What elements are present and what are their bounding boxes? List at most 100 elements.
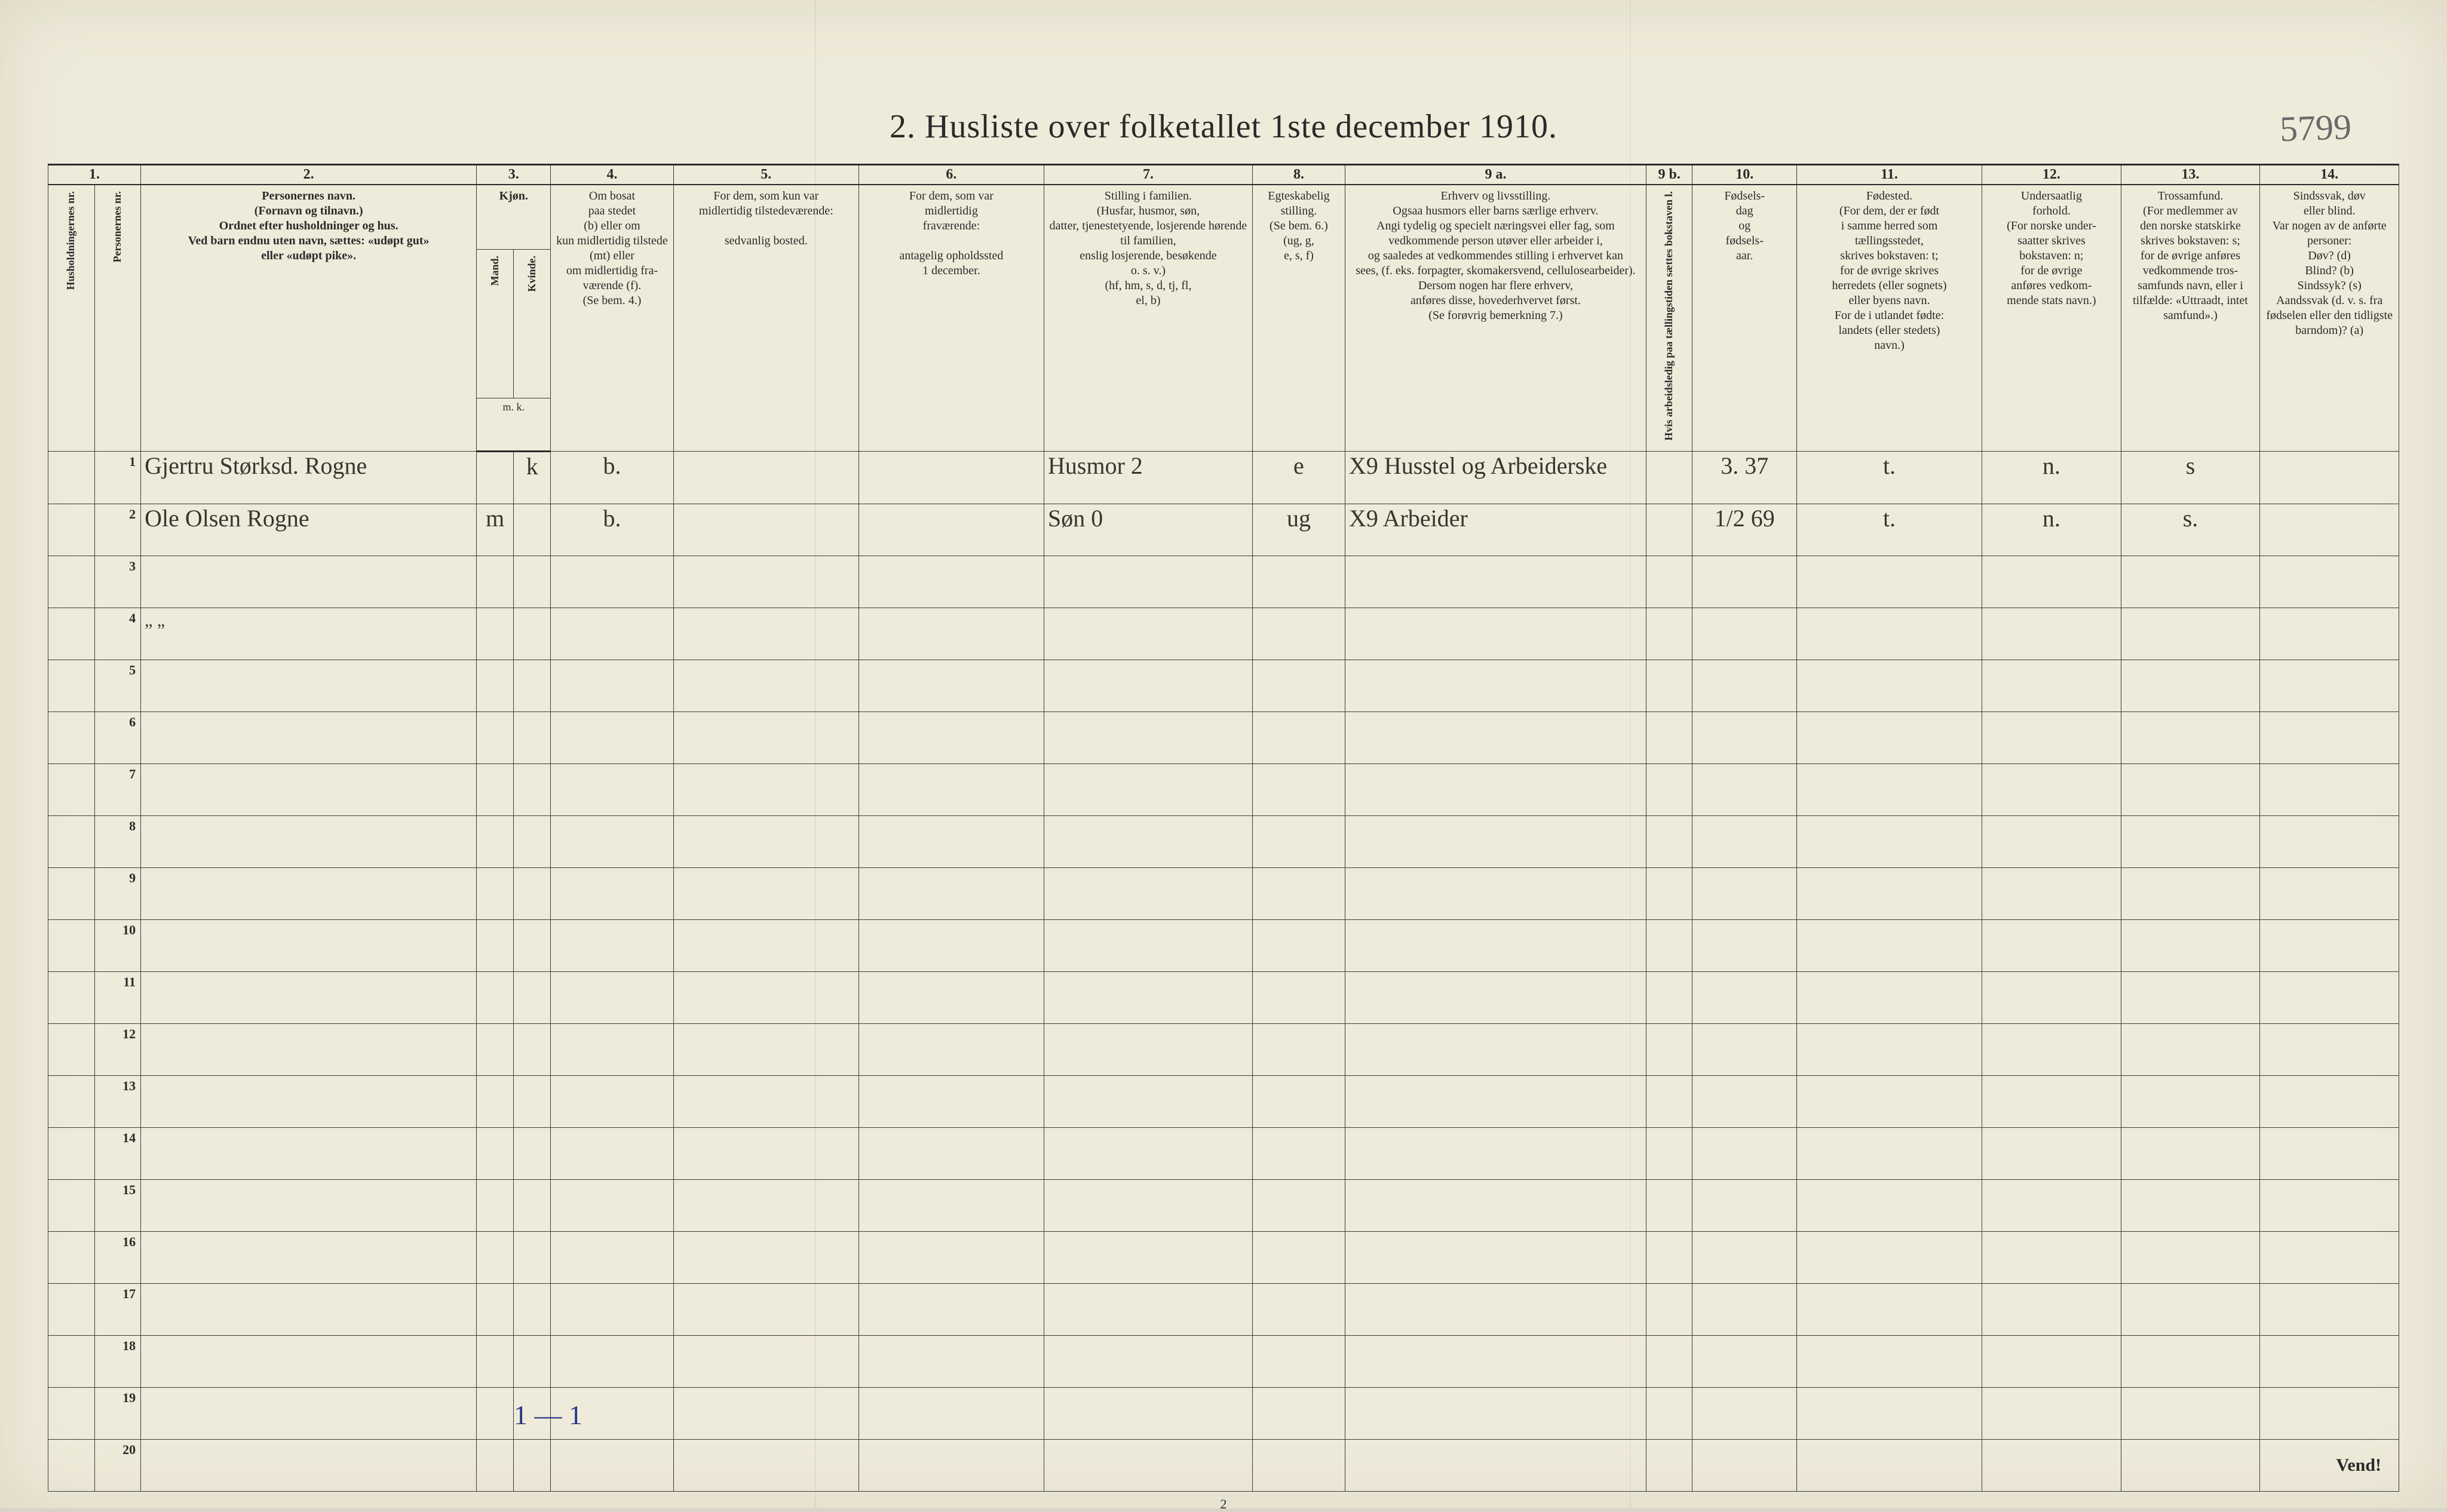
fold-line [815,0,816,1508]
colnum: 3. [477,165,551,185]
undersaat-cell: n. [1982,451,2121,504]
name-cell [141,1075,477,1127]
egte-cell [1252,1387,1345,1439]
stilling-fam-cell [1044,1439,1253,1491]
name-cell [141,1023,477,1075]
table-row: 17 [48,1283,2399,1335]
sinds-cell [2260,867,2399,919]
fodested-cell [1796,971,1982,1023]
stilling-fam-cell [1044,556,1253,608]
colnum: 6. [858,165,1044,185]
arbeidsledig-cell [1646,1387,1692,1439]
header-row: Husholdningernes nr. Personernes nr. Per… [48,185,2399,249]
household-nr-cell [48,556,95,608]
table-row: 4„ „ [48,608,2399,660]
arbeidsledig-cell [1646,556,1692,608]
person-nr-cell: 12 [94,1023,141,1075]
fodested-cell: t. [1796,451,1982,504]
sinds-cell [2260,1283,2399,1335]
sex-m-cell [477,1179,514,1231]
person-nr-cell: 19 [94,1387,141,1439]
erhverv-cell [1345,608,1646,660]
handwritten-number-topright: 5799 [2279,106,2352,150]
stilling-fam-cell [1044,711,1253,763]
erhverv-cell: X9 Arbeider [1345,504,1646,556]
tros-cell: s [2121,451,2260,504]
arbeidsledig-cell [1646,711,1692,763]
header-sex-k: Kvinde. [514,249,551,398]
person-nr-cell: 3 [94,556,141,608]
header-mk: m. k. [477,398,551,451]
colnum: 14. [2260,165,2399,185]
ophold-cell [858,1283,1044,1335]
census-sheet: 5799 2. Husliste over folketallet 1ste d… [0,0,2447,1508]
sex-m-cell [477,1075,514,1127]
sex-m-cell [477,1387,514,1439]
egte-cell [1252,1023,1345,1075]
sinds-cell [2260,1387,2399,1439]
stilling-fam-cell [1044,815,1253,867]
stilling-fam-cell [1044,1387,1253,1439]
person-nr-cell: 18 [94,1335,141,1387]
sex-m-cell [477,1231,514,1283]
sex-m-cell: m [477,504,514,556]
table-body: 1Gjertru Størksd. Rognekb.Husmor 2eX9 Hu… [48,451,2399,1491]
arbeidsledig-cell [1646,1335,1692,1387]
bosat-cell: b. [551,504,673,556]
sedvanlig-cell [673,1387,858,1439]
bosat-cell [551,556,673,608]
table-row: 14 [48,1127,2399,1179]
undersaat-cell [1982,608,2121,660]
table-row: 16 [48,1231,2399,1283]
egte-cell [1252,971,1345,1023]
tros-cell [2121,660,2260,711]
arbeidsledig-cell [1646,815,1692,867]
table-row: 10 [48,919,2399,971]
undersaat-cell [1982,1127,2121,1179]
sex-m-cell [477,608,514,660]
sex-k-cell [514,660,551,711]
fodsel-cell [1692,660,1796,711]
stilling-fam-cell [1044,919,1253,971]
stilling-fam-cell: Husmor 2 [1044,451,1253,504]
bosat-cell [551,763,673,815]
sex-k-cell [514,815,551,867]
header-ophold: For dem, som var midlertidig fraværende:… [858,185,1044,451]
tros-cell [2121,1075,2260,1127]
sex-m-cell [477,971,514,1023]
name-cell [141,919,477,971]
stilling-fam-cell [1044,1075,1253,1127]
egte-cell: ug [1252,504,1345,556]
colnum: 4. [551,165,673,185]
fodsel-cell [1692,1127,1796,1179]
sinds-cell [2260,1075,2399,1127]
erhverv-cell [1345,1075,1646,1127]
sinds-cell [2260,1023,2399,1075]
stilling-fam-cell [1044,1231,1253,1283]
sex-m-cell [477,1335,514,1387]
fodsel-cell [1692,867,1796,919]
sex-k-cell [514,1075,551,1127]
undersaat-cell [1982,763,2121,815]
sedvanlig-cell [673,608,858,660]
sex-k-cell [514,1127,551,1179]
stilling-fam-cell [1044,660,1253,711]
egte-cell [1252,815,1345,867]
tros-cell [2121,867,2260,919]
erhverv-cell [1345,1335,1646,1387]
sinds-cell [2260,1231,2399,1283]
ophold-cell [858,1179,1044,1231]
person-nr-cell: 20 [94,1439,141,1491]
sedvanlig-cell [673,815,858,867]
household-nr-cell [48,608,95,660]
sex-k-cell [514,504,551,556]
bosat-cell [551,1231,673,1283]
bosat-cell [551,1179,673,1231]
colnum: 13. [2121,165,2260,185]
sex-k-cell [514,763,551,815]
egte-cell [1252,1439,1345,1491]
arbeidsledig-cell [1646,1439,1692,1491]
household-nr-cell [48,1283,95,1335]
stilling-fam-cell [1044,1179,1253,1231]
name-cell [141,971,477,1023]
